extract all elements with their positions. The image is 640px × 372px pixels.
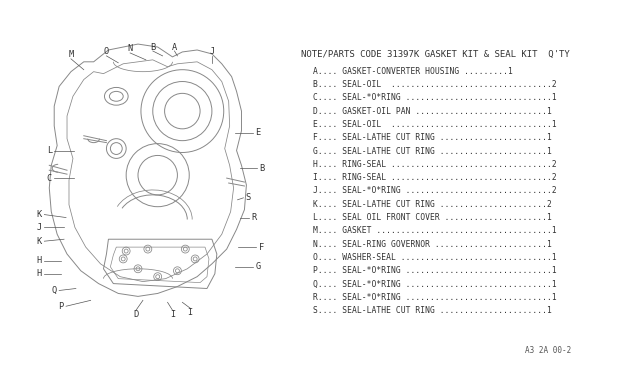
Text: J: J <box>209 48 214 57</box>
Text: I: I <box>170 310 175 319</box>
Text: M: M <box>68 51 74 60</box>
Text: B: B <box>150 42 156 52</box>
Text: P.... SEAL-*O*RING ..............................1: P.... SEAL-*O*RING .....................… <box>314 266 557 275</box>
Text: E.... SEAL-OIL  .................................1: E.... SEAL-OIL .........................… <box>314 120 557 129</box>
Text: H: H <box>36 269 42 278</box>
Text: P: P <box>58 302 64 311</box>
Text: R.... SEAL-*O*RING ..............................1: R.... SEAL-*O*RING .....................… <box>314 293 557 302</box>
Text: Q.... SEAL-*O*RING ..............................1: Q.... SEAL-*O*RING .....................… <box>314 280 557 289</box>
Text: O: O <box>104 48 109 57</box>
Text: B.... SEAL-OIL  .................................2: B.... SEAL-OIL .........................… <box>314 80 557 89</box>
Text: H: H <box>36 256 42 265</box>
Text: L: L <box>47 146 52 155</box>
Text: J.... SEAL-*O*RING ..............................2: J.... SEAL-*O*RING .....................… <box>314 186 557 196</box>
Text: K: K <box>36 210 42 219</box>
Text: Q: Q <box>52 286 57 295</box>
Text: E: E <box>255 128 261 137</box>
Text: K.... SEAL-LATHE CUT RING ......................2: K.... SEAL-LATHE CUT RING ..............… <box>314 200 552 209</box>
Text: G.... SEAL-LATHE CUT RING ......................1: G.... SEAL-LATHE CUT RING ..............… <box>314 147 552 155</box>
Text: I: I <box>188 308 193 317</box>
Text: F.... SEAL-LATHE CUT RING ......................1: F.... SEAL-LATHE CUT RING ..............… <box>314 133 552 142</box>
Text: I.... RING-SEAL .................................2: I.... RING-SEAL ........................… <box>314 173 557 182</box>
Text: D.... GASKET-OIL PAN ...........................1: D.... GASKET-OIL PAN ...................… <box>314 107 552 116</box>
Text: B: B <box>260 164 265 173</box>
Text: N.... SEAL-RING GOVERNOR .......................1: N.... SEAL-RING GOVERNOR ...............… <box>314 240 552 249</box>
Text: R: R <box>252 213 257 222</box>
Text: NOTE/PARTS CODE 31397K GASKET KIT & SEAL KIT  Q'TY: NOTE/PARTS CODE 31397K GASKET KIT & SEAL… <box>301 50 570 59</box>
Text: S: S <box>246 193 251 202</box>
Text: A.... GASKET-CONVERTER HOUSING .........1: A.... GASKET-CONVERTER HOUSING .........… <box>314 67 513 76</box>
Text: K: K <box>36 237 42 246</box>
Text: O.... WASHER-SEAL ...............................1: O.... WASHER-SEAL ......................… <box>314 253 557 262</box>
Text: D: D <box>133 310 139 319</box>
Text: M.... GASKET ....................................1: M.... GASKET ...........................… <box>314 227 557 235</box>
Text: F: F <box>259 243 264 251</box>
Text: C: C <box>47 174 52 183</box>
Text: G: G <box>255 262 261 271</box>
Text: S.... SEAL-LATHE CUT RING ......................1: S.... SEAL-LATHE CUT RING ..............… <box>314 306 552 315</box>
Text: A: A <box>172 42 177 52</box>
Text: N: N <box>127 45 132 54</box>
Text: C.... SEAL-*O*RING ..............................1: C.... SEAL-*O*RING .....................… <box>314 93 557 102</box>
Text: A3 2A 00-2: A3 2A 00-2 <box>525 346 572 355</box>
Text: H.... RING-SEAL .................................2: H.... RING-SEAL ........................… <box>314 160 557 169</box>
Text: J: J <box>36 223 42 232</box>
Text: L.... SEAL OIL FRONT COVER .....................1: L.... SEAL OIL FRONT COVER .............… <box>314 213 552 222</box>
